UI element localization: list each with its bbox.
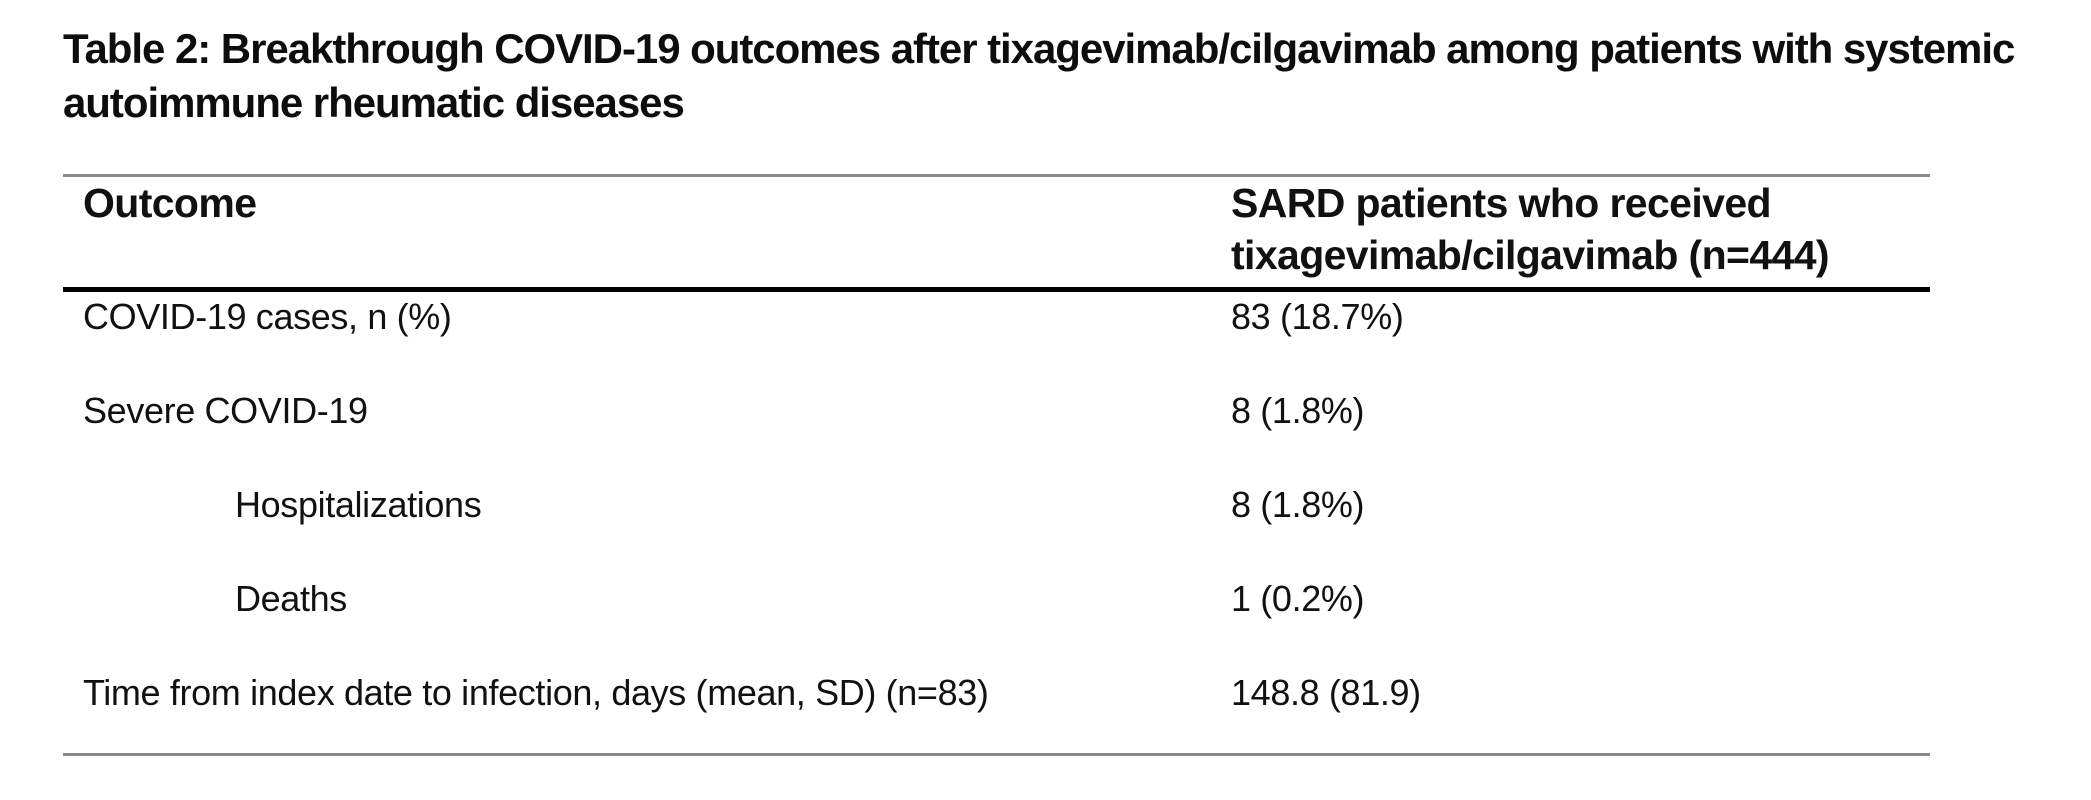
table-row-indented: Deaths 1 (0.2%): [63, 574, 1930, 668]
row-value: 1 (0.2%): [1231, 578, 1365, 619]
row-outcome-label: Severe COVID-19: [83, 390, 368, 431]
table-title: Table 2: Breakthrough COVID-19 outcomes …: [63, 22, 2015, 130]
column-header-cohort: SARD patients who received tixagevimab/c…: [1231, 180, 1830, 278]
table-row-indented: Hospitalizations 8 (1.8%): [63, 480, 1930, 574]
table-row: Severe COVID-19 8 (1.8%): [63, 386, 1930, 480]
row-outcome-label: Hospitalizations: [235, 484, 482, 525]
row-value: 8 (1.8%): [1231, 390, 1365, 431]
outcomes-table: Outcome SARD patients who received tixag…: [63, 174, 1930, 756]
table-title-line-1: Table 2: Breakthrough COVID-19 outcomes …: [63, 25, 2015, 72]
table-header-row: Outcome SARD patients who received tixag…: [63, 177, 1930, 292]
row-value: 83 (18.7%): [1231, 296, 1404, 337]
column-header-outcome: Outcome: [83, 180, 257, 226]
table-row: COVID-19 cases, n (%) 83 (18.7%): [63, 292, 1930, 386]
table-title-line-2: autoimmune rheumatic diseases: [63, 79, 685, 126]
row-outcome-label: Deaths: [235, 578, 347, 619]
row-value: 148.8 (81.9): [1231, 672, 1421, 713]
table-row: Time from index date to infection, days …: [63, 668, 1930, 753]
row-outcome-label: COVID-19 cases, n (%): [83, 296, 452, 337]
row-value: 8 (1.8%): [1231, 484, 1365, 525]
row-outcome-label: Time from index date to infection, days …: [83, 672, 989, 713]
